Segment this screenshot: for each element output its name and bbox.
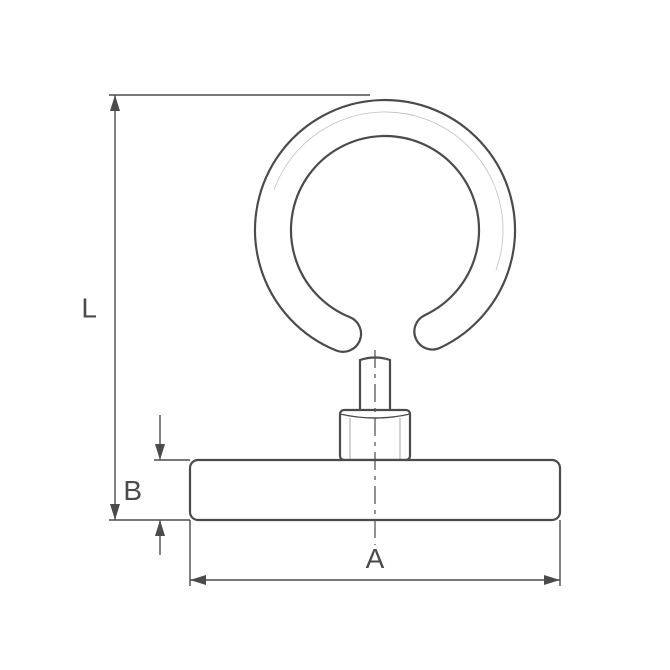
arrowhead [544,575,560,585]
diagram-canvas: L B A [0,0,670,670]
arrowhead [110,95,120,111]
label-B: B [123,475,142,506]
hook-ring [255,100,515,352]
arrowhead [155,444,165,460]
arrowhead [190,575,206,585]
arrowhead [155,520,165,536]
label-L: L [81,293,97,324]
arrowhead [110,504,120,520]
dimension-drawing: L B A [0,0,670,670]
label-A: A [366,543,385,574]
